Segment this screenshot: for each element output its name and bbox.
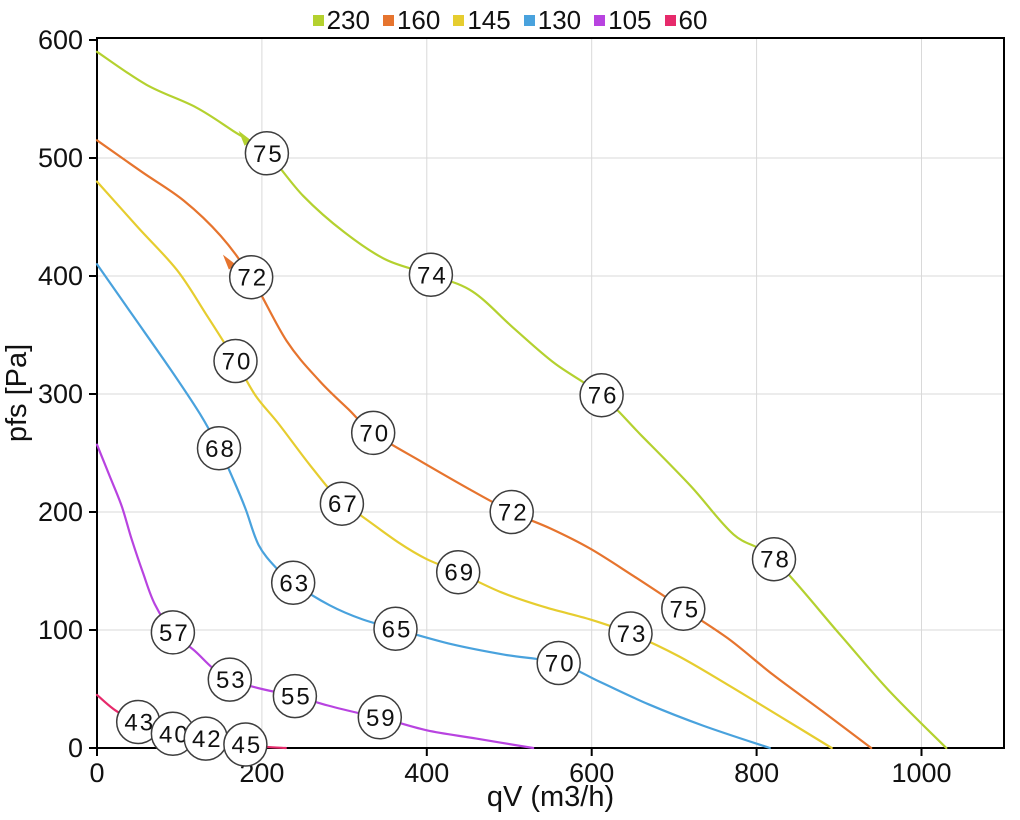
efficiency-circle: [579, 372, 624, 418]
efficiency-labels: 75 74 76 78 72 70 72 75 70 67 69 73 68 63 65 70 57 53 55 59…: [115, 130, 797, 767]
efficiency-value: 76: [588, 383, 619, 410]
efficiency-value: 70: [359, 420, 390, 447]
efficiency-circle: [150, 610, 196, 655]
efficiency-value: 72: [498, 500, 529, 527]
efficiency-circle: [751, 536, 797, 582]
efficiency-value: 59: [366, 705, 397, 732]
efficiency-value: 40: [159, 721, 190, 748]
y-tick-label: 300: [38, 379, 83, 409]
y-tick-label: 200: [38, 497, 83, 527]
efficiency-value: 78: [760, 547, 791, 574]
efficiency-value: 45: [232, 732, 263, 759]
x-tick-label: 1000: [891, 758, 951, 788]
efficiency-value: 72: [237, 265, 268, 292]
efficiency-circle: [408, 252, 454, 298]
efficiency-value: 74: [417, 262, 448, 289]
efficiency-value: 65: [382, 616, 413, 643]
efficiency-value: 75: [669, 596, 700, 623]
efficiency-circle: [272, 673, 318, 719]
efficiency-value: 67: [328, 491, 359, 518]
efficiency-circle: [213, 338, 258, 384]
efficiency-value: 70: [222, 349, 253, 376]
efficiency-circle: [536, 640, 581, 686]
y-tick-label: 600: [38, 25, 83, 55]
efficiency-circle: [244, 131, 290, 176]
series-line-145: [95, 180, 833, 750]
efficiency-circle: [435, 549, 481, 595]
efficiency-value: 42: [192, 726, 223, 753]
efficiency-value: 68: [205, 436, 236, 463]
efficiency-value: 55: [281, 684, 312, 711]
series-curves: [95, 50, 948, 750]
efficiency-value: 57: [159, 620, 190, 647]
efficiency-value: 63: [279, 570, 310, 597]
efficiency-circle: [608, 611, 653, 656]
efficiency-circle: [319, 481, 365, 526]
efficiency-circle: [489, 489, 534, 535]
efficiency-circle: [661, 586, 706, 632]
y-tick-label: 500: [38, 143, 83, 173]
efficiency-circle: [207, 657, 253, 702]
plot-border: [96, 37, 1005, 749]
y-tick-label: 100: [38, 615, 83, 645]
efficiency-value: 73: [617, 621, 648, 648]
series-line-230: [95, 50, 948, 750]
y-axis-label: pfs [Pa]: [1, 344, 33, 442]
x-tick-label: 400: [404, 758, 449, 788]
x-tick-label: 800: [734, 758, 779, 788]
efficiency-value: 70: [545, 651, 576, 678]
efficiency-circle: [373, 606, 418, 652]
efficiency-circle: [357, 695, 403, 740]
efficiency-value: 75: [253, 141, 284, 168]
efficiency-circle: [196, 426, 242, 471]
series-line-160: [95, 139, 873, 750]
y-tick-label: 400: [38, 261, 83, 291]
x-axis-label: qV (m3/h): [487, 781, 614, 813]
efficiency-circle: [350, 410, 396, 456]
efficiency-value: 43: [124, 710, 155, 737]
x-tick-label: 600: [569, 758, 614, 788]
efficiency-value: 69: [444, 560, 475, 587]
efficiency-circle: [223, 722, 268, 767]
efficiency-circle: [270, 560, 316, 606]
efficiency-circle: [228, 254, 274, 300]
x-tick-label: 0: [89, 758, 104, 788]
efficiency-value: 53: [216, 667, 247, 694]
gridlines: [97, 38, 1004, 748]
series-line-130: [95, 263, 771, 750]
y-tick-label: 0: [68, 733, 83, 763]
